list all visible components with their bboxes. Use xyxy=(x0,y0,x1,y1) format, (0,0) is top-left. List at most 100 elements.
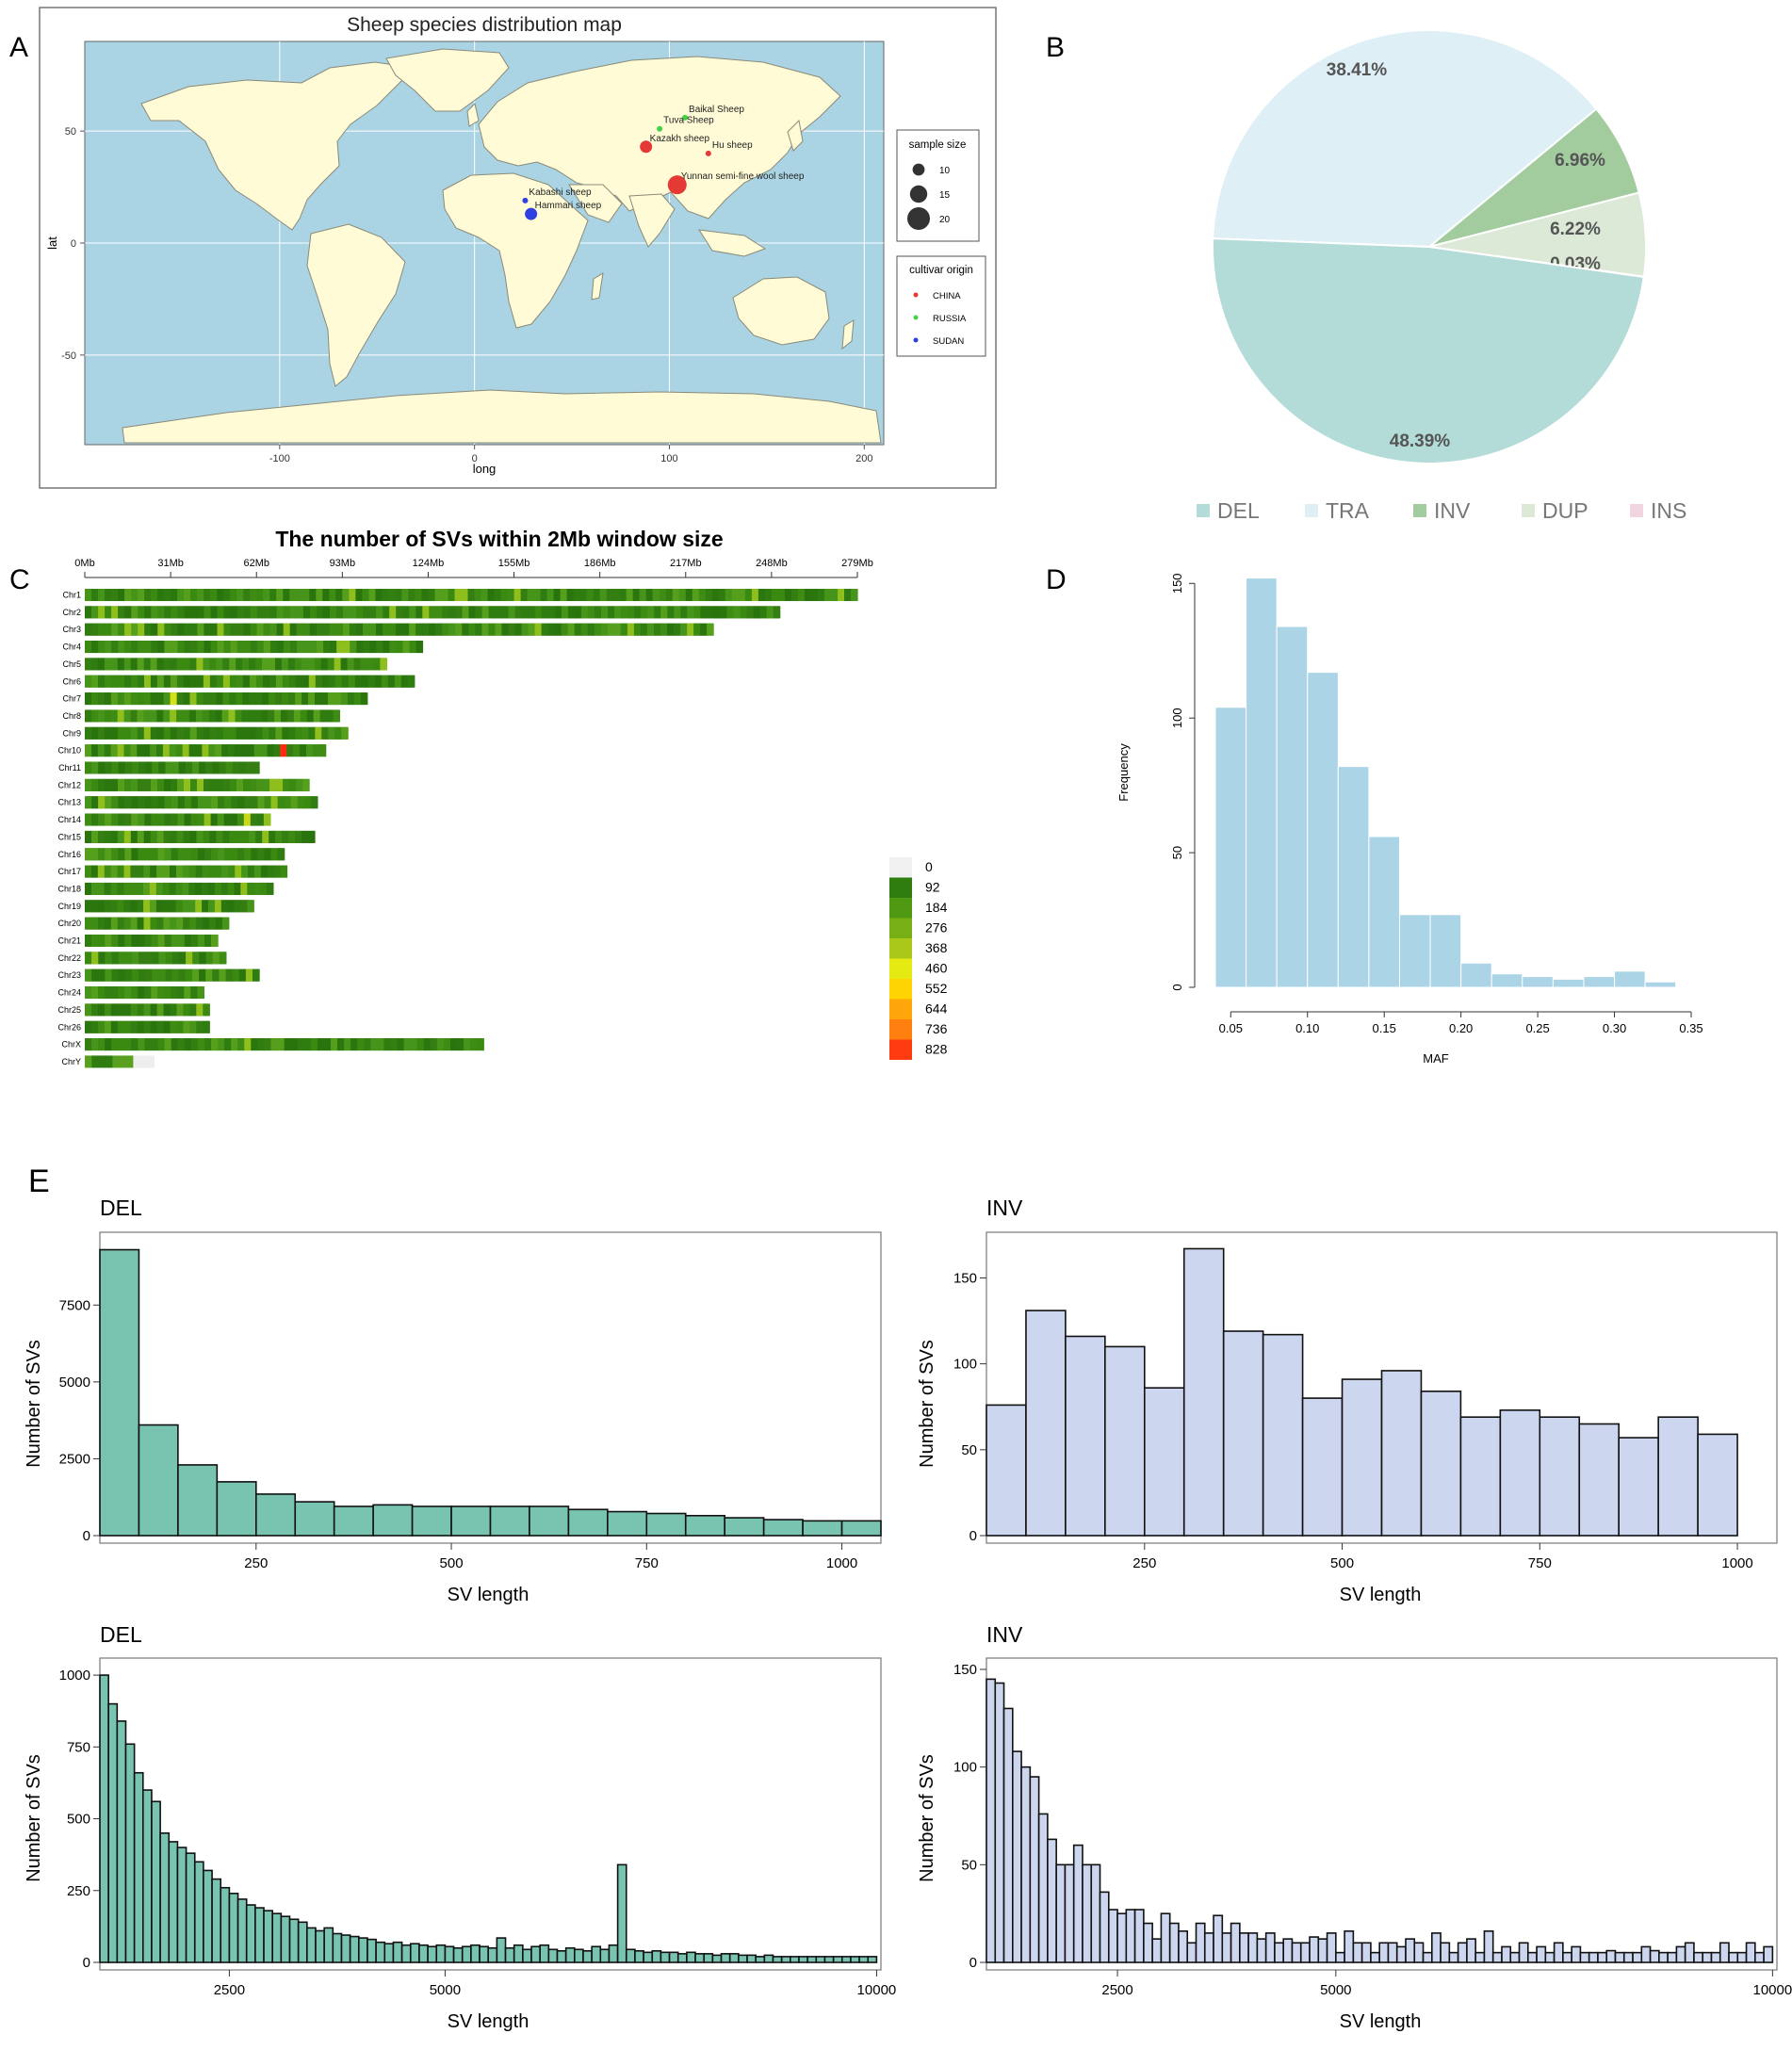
chromosome-window xyxy=(222,692,230,706)
chromosome-window xyxy=(151,796,159,809)
chromosome-window xyxy=(98,986,106,1000)
chromosome-window xyxy=(382,589,389,601)
chromosome-window xyxy=(189,726,198,740)
hist-bar xyxy=(823,1956,835,1963)
hist-x-tick-label: 500 xyxy=(440,1555,464,1571)
hist-bar xyxy=(392,1941,403,1963)
chromosome-window xyxy=(395,589,402,601)
chromosome-window xyxy=(118,813,125,826)
chromosome-label: Chr14 xyxy=(57,815,81,824)
chromosome-window xyxy=(501,606,510,619)
chromosome-window xyxy=(224,796,232,809)
hist-bar xyxy=(567,1508,609,1537)
chromosome-window xyxy=(488,606,497,619)
chromosome-window xyxy=(269,606,278,619)
chromosome-window xyxy=(831,589,839,601)
chromosome-window xyxy=(171,761,180,774)
hist-bar xyxy=(1763,1945,1774,1963)
chromosome-window xyxy=(150,726,158,740)
chromosome-window xyxy=(534,606,543,619)
chromosome-window xyxy=(169,882,177,895)
chromosome-label: Chr9 xyxy=(62,728,81,738)
chromosome-window xyxy=(309,623,318,636)
chromosome-label: Chr20 xyxy=(57,919,81,928)
chromosome-window xyxy=(150,1020,158,1033)
chromosome-window xyxy=(151,623,158,636)
chromosome-window xyxy=(340,692,349,706)
chromosome-window xyxy=(674,606,681,619)
chromosome-window xyxy=(344,1038,351,1051)
chromosome-window xyxy=(288,675,297,688)
chromosome-window xyxy=(162,744,171,757)
chromosome-window xyxy=(234,900,242,913)
chromosome-window xyxy=(111,641,119,654)
land-new-zealand xyxy=(841,319,855,350)
chromosome-window xyxy=(647,606,655,619)
chromosome-window xyxy=(111,761,120,774)
chromosome-window xyxy=(110,830,119,843)
hist-bar xyxy=(547,1948,559,1963)
hist-bar xyxy=(288,1918,300,1963)
hist-bar xyxy=(409,1943,420,1963)
chromosome-window xyxy=(477,1038,484,1051)
chromosome-window xyxy=(190,848,199,861)
chromosome-window xyxy=(758,589,766,601)
hist-bar xyxy=(1301,1397,1344,1537)
pie-legend-label: TRA xyxy=(1326,498,1370,523)
hist-bar xyxy=(124,1743,136,1963)
hist-bar xyxy=(496,1937,507,1963)
hist-bar xyxy=(994,1682,1005,1963)
chromosome-window xyxy=(164,813,171,826)
hist-bar xyxy=(193,1861,204,1963)
chromosome-window xyxy=(183,917,190,930)
chromosome-window xyxy=(773,606,781,619)
chromosome-window xyxy=(223,778,231,791)
chromosome-window xyxy=(230,589,237,601)
chromosome-window xyxy=(707,623,714,636)
land-eurasia xyxy=(478,56,841,220)
chromosome-window xyxy=(110,744,119,757)
hist-bar xyxy=(280,1915,291,1963)
hist-y-tick-label: 100 xyxy=(953,1760,977,1776)
chromosome-window xyxy=(277,848,285,861)
chromosome-window xyxy=(442,623,449,636)
chromosome-window xyxy=(215,865,222,878)
e-del-long-xlabel: SV length xyxy=(448,2011,529,2032)
hist-bar xyxy=(1064,1863,1075,1963)
chromosome-window xyxy=(481,589,489,601)
chromosome-window xyxy=(349,589,356,601)
chromosome-window xyxy=(202,744,209,757)
chromosome-window xyxy=(204,935,212,947)
chromosome-window xyxy=(253,744,262,757)
chromosome-window xyxy=(97,709,106,723)
chromosome-window xyxy=(186,952,193,965)
chromosome-window xyxy=(211,848,219,861)
chromosome-window xyxy=(175,865,184,878)
chromosome-window xyxy=(217,641,225,654)
chromosome-window xyxy=(236,623,245,636)
chromosome-window xyxy=(269,658,276,671)
chromosome-window xyxy=(143,744,151,757)
chromosome-window xyxy=(247,744,255,757)
chromosome-window xyxy=(260,882,268,895)
chromosome-window xyxy=(105,935,112,947)
maf-bar xyxy=(1552,978,1585,988)
chromosome-window xyxy=(208,744,216,757)
chromosome-window xyxy=(184,1038,192,1051)
chromosome-window xyxy=(196,692,204,706)
panel-e-inv-long: INV SV length Number of SVs 2500 5000 1000… xyxy=(917,1622,1792,2032)
chromosome-window xyxy=(731,589,740,601)
chromosome-window xyxy=(521,623,529,636)
chromosome-window xyxy=(156,917,164,930)
hist-bar xyxy=(840,1520,882,1537)
chromosome-window xyxy=(243,813,252,826)
chromosome-window xyxy=(247,900,254,913)
chromosome-window xyxy=(230,813,238,826)
chromosome-window xyxy=(157,641,165,654)
chromosome-window xyxy=(143,658,152,671)
chromosome-window xyxy=(241,709,249,723)
hist-bar xyxy=(372,1504,414,1537)
chromosome-window xyxy=(316,623,324,636)
chromosome-window xyxy=(705,589,713,601)
chromosome-window xyxy=(249,692,256,706)
